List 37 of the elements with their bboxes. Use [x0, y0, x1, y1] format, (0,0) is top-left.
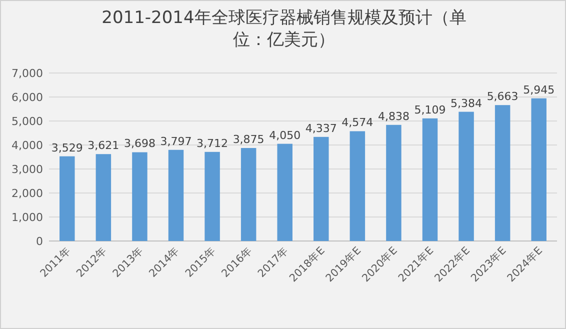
bar [277, 144, 292, 241]
bar [531, 98, 546, 241]
bar [386, 124, 402, 241]
data-label: 3,712 [196, 136, 228, 150]
y-tick-label: 0 [36, 235, 43, 248]
data-label: 3,698 [124, 137, 156, 150]
bar [458, 112, 474, 241]
bar [422, 118, 438, 241]
bar [168, 150, 184, 241]
chart-title: 2011-2014年全球医疗器械销售规模及预计（单位：亿美元） [100, 7, 468, 51]
bar [132, 152, 148, 241]
data-label: 4,838 [378, 110, 410, 123]
data-label: 5,384 [450, 96, 482, 110]
bar [60, 156, 75, 241]
bar [314, 136, 329, 241]
data-label: 4,574 [342, 116, 374, 130]
y-tick-label: 4,000 [12, 139, 43, 152]
data-label: 4,337 [305, 122, 337, 135]
y-tick-label: 1,000 [12, 211, 43, 224]
bar [96, 154, 112, 241]
bar [494, 105, 510, 241]
y-tick-label: 2,000 [12, 187, 43, 200]
bar [350, 131, 366, 241]
bar [240, 148, 256, 241]
y-tick-label: 3,000 [12, 163, 43, 176]
y-tick-label: 7,000 [12, 67, 43, 80]
data-label: 5,109 [414, 103, 446, 116]
y-tick-label: 5,000 [12, 115, 43, 128]
y-tick-label: 6,000 [12, 91, 43, 104]
data-label: 3,875 [232, 133, 264, 146]
data-label: 5,663 [486, 90, 518, 104]
data-label: 5,945 [523, 83, 555, 96]
bar [204, 152, 220, 241]
data-label: 3,621 [88, 139, 120, 152]
data-label: 4,050 [269, 128, 301, 142]
data-label: 3,529 [51, 141, 83, 154]
data-label: 3,797 [160, 134, 192, 148]
